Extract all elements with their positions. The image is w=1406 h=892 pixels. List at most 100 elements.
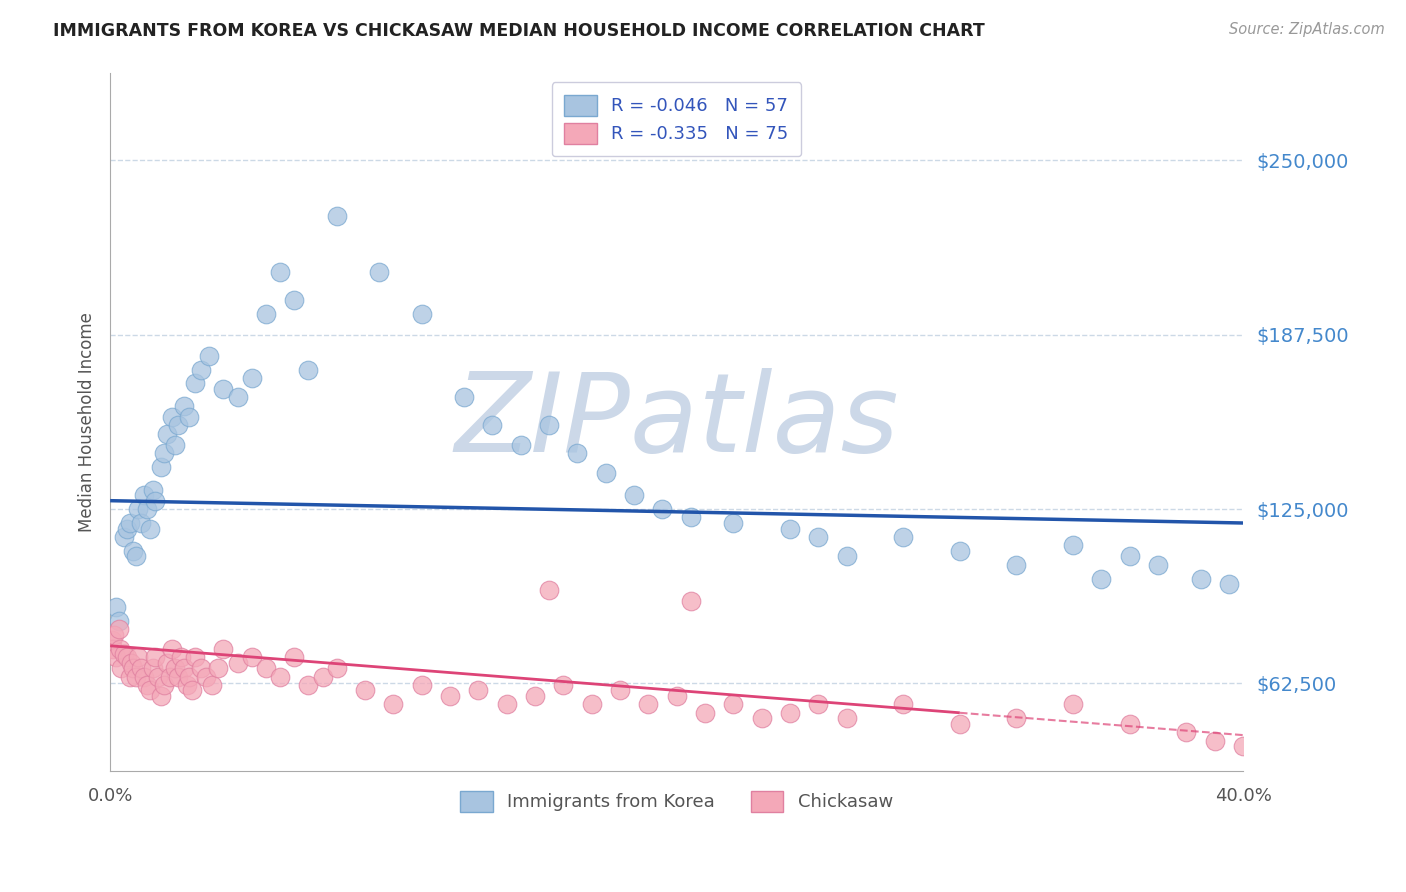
Text: IMMIGRANTS FROM KOREA VS CHICKASAW MEDIAN HOUSEHOLD INCOME CORRELATION CHART: IMMIGRANTS FROM KOREA VS CHICKASAW MEDIA… <box>53 22 986 40</box>
Point <box>949 717 972 731</box>
Point <box>679 510 702 524</box>
Point <box>538 418 561 433</box>
Text: Source: ZipAtlas.com: Source: ZipAtlas.com <box>1229 22 1385 37</box>
Point <box>142 483 165 497</box>
Point <box>184 376 207 391</box>
Point <box>121 661 143 675</box>
Point <box>779 522 801 536</box>
Point <box>1118 717 1140 731</box>
Point <box>581 698 603 712</box>
Point <box>170 650 193 665</box>
Point <box>184 650 207 665</box>
Point <box>467 683 489 698</box>
Point <box>637 698 659 712</box>
Point <box>1090 572 1112 586</box>
Point <box>226 656 249 670</box>
Point <box>807 530 830 544</box>
Point <box>623 488 645 502</box>
Y-axis label: Median Household Income: Median Household Income <box>79 312 96 532</box>
Point <box>173 661 195 675</box>
Point <box>509 438 531 452</box>
Point <box>131 516 153 530</box>
Point <box>127 502 149 516</box>
Point <box>112 530 135 544</box>
Point <box>153 446 176 460</box>
Point <box>311 669 333 683</box>
Point <box>368 265 391 279</box>
Point <box>254 307 277 321</box>
Point <box>190 362 212 376</box>
Point <box>108 641 131 656</box>
Point <box>118 516 141 530</box>
Point <box>240 650 263 665</box>
Point <box>325 661 347 675</box>
Point <box>115 650 138 665</box>
Point <box>1189 572 1212 586</box>
Point <box>150 689 173 703</box>
Point <box>110 661 132 675</box>
Point <box>835 711 858 725</box>
Point <box>190 661 212 675</box>
Point <box>779 706 801 720</box>
Point <box>1232 739 1254 754</box>
Point <box>136 502 159 516</box>
Point <box>453 391 475 405</box>
Point <box>179 409 201 424</box>
Point <box>1062 698 1084 712</box>
Point <box>115 522 138 536</box>
Point <box>195 669 218 683</box>
Point <box>481 418 503 433</box>
Point <box>325 209 347 223</box>
Text: ZIPatlas: ZIPatlas <box>454 368 898 475</box>
Point <box>269 669 291 683</box>
Point <box>1147 558 1170 572</box>
Point <box>1005 711 1028 725</box>
Point <box>142 661 165 675</box>
Point <box>165 661 187 675</box>
Point <box>411 678 433 692</box>
Point <box>148 669 170 683</box>
Point <box>439 689 461 703</box>
Point <box>254 661 277 675</box>
Point <box>891 698 914 712</box>
Point <box>201 678 224 692</box>
Point <box>104 599 127 614</box>
Point <box>167 418 190 433</box>
Point <box>167 669 190 683</box>
Point <box>136 678 159 692</box>
Point <box>104 650 127 665</box>
Point <box>124 669 146 683</box>
Point <box>1218 577 1240 591</box>
Point <box>354 683 377 698</box>
Point <box>1005 558 1028 572</box>
Point <box>226 391 249 405</box>
Point <box>121 544 143 558</box>
Point <box>139 683 162 698</box>
Point <box>107 614 129 628</box>
Point <box>100 633 122 648</box>
Point <box>891 530 914 544</box>
Point <box>120 656 142 670</box>
Point <box>145 493 167 508</box>
Point <box>835 549 858 564</box>
Point <box>721 698 744 712</box>
Point <box>181 683 204 698</box>
Point <box>150 460 173 475</box>
Point <box>156 426 179 441</box>
Point <box>127 650 149 665</box>
Point <box>665 689 688 703</box>
Point <box>165 438 187 452</box>
Point <box>523 689 546 703</box>
Point <box>807 698 830 712</box>
Point <box>721 516 744 530</box>
Point <box>176 678 198 692</box>
Point <box>495 698 517 712</box>
Point <box>283 293 305 307</box>
Point <box>198 349 221 363</box>
Point <box>212 382 235 396</box>
Point <box>118 669 141 683</box>
Point <box>240 371 263 385</box>
Point <box>538 582 561 597</box>
Point <box>173 399 195 413</box>
Point <box>212 641 235 656</box>
